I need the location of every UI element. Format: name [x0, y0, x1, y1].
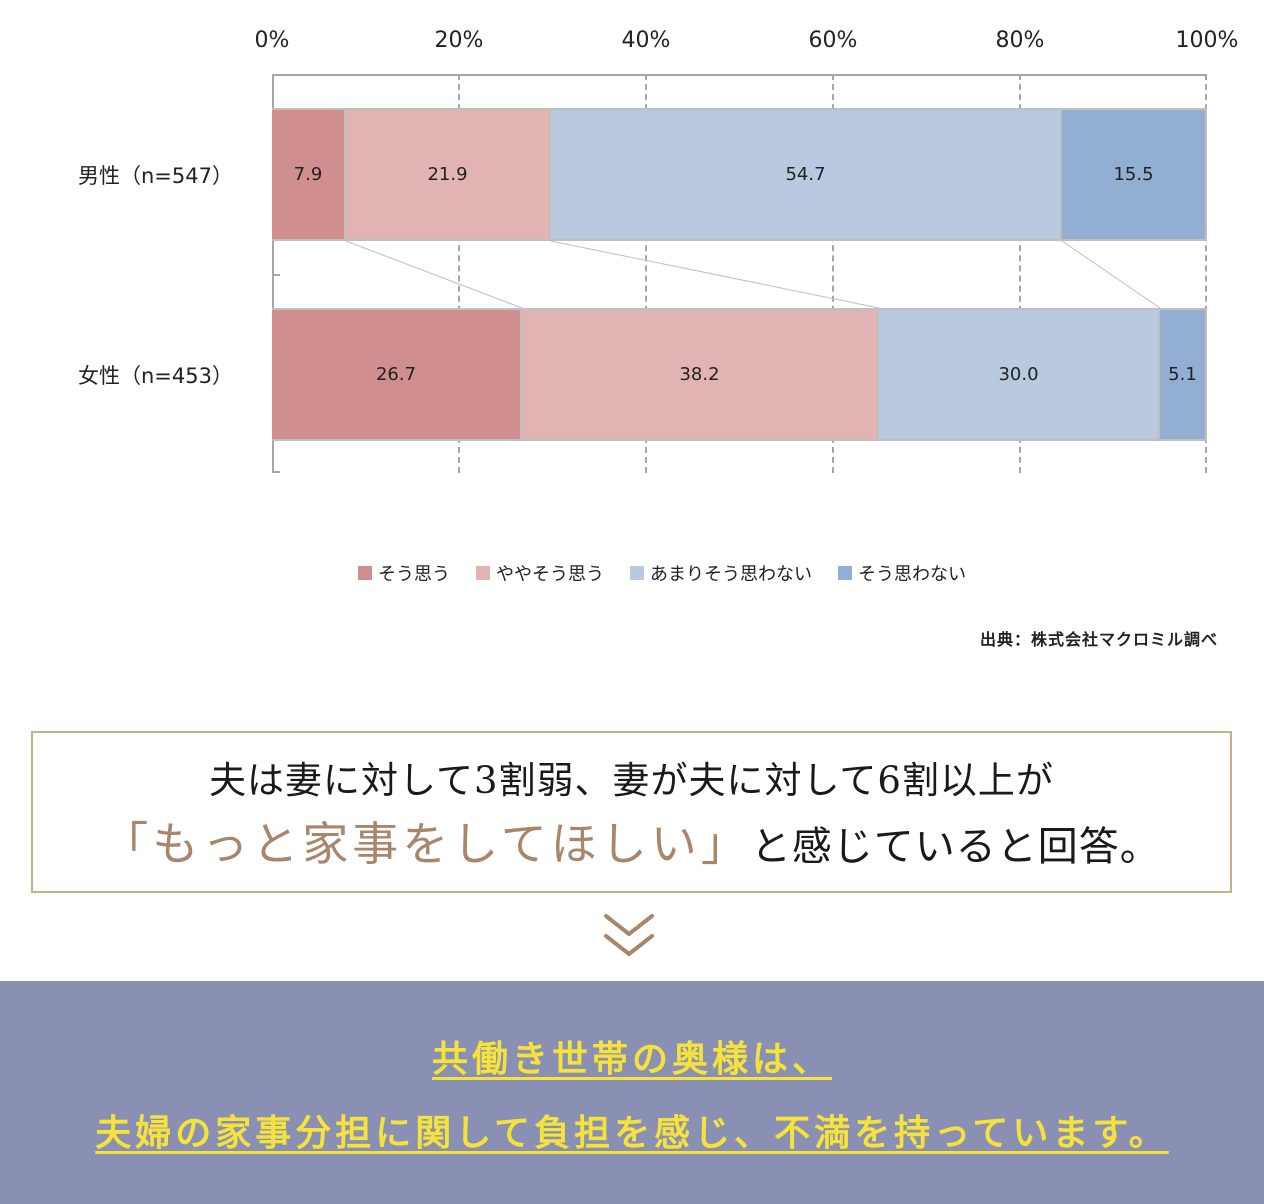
segment-somewhat-agree: 21.9 — [346, 108, 551, 241]
summary-line-1: 夫は妻に対して3割弱、妻が夫に対して6割以上が — [209, 759, 1054, 802]
y-axis-tick — [272, 274, 280, 276]
segment-strongly-agree: 7.9 — [272, 108, 346, 241]
legend-item: そう思う — [358, 560, 450, 586]
category-label-male: 男性（n=547） — [78, 164, 233, 188]
segment-somewhat-agree: 38.2 — [522, 308, 879, 441]
legend-label: そう思わない — [858, 564, 966, 585]
double-chevron-down-icon — [604, 914, 654, 956]
bar-male: 7.9 21.9 54.7 15.5 — [272, 108, 1207, 241]
gridline — [1019, 74, 1021, 473]
x-axis-line — [272, 74, 1207, 76]
conclusion-line-1: 共働き世帯の奥様は、 — [431, 1038, 832, 1080]
chart-legend: そう思う ややそう思う あまりそう思わない そう思わない — [358, 560, 966, 586]
segment-strongly-agree: 26.7 — [272, 308, 522, 441]
x-tick-label: 0% — [254, 28, 290, 53]
legend-item: あまりそう思わない — [630, 560, 812, 586]
y-axis-line — [272, 74, 274, 473]
summary-highlight: もっと家事をしてほしい — [152, 817, 701, 871]
conclusion-band: 共働き世帯の奥様は、 夫婦の家事分担に関して負担を感じ、不満を持っています。 — [0, 981, 1264, 1204]
legend-item: ややそう思う — [476, 560, 604, 586]
quote-open: 「 — [102, 817, 153, 871]
bar-female: 26.7 38.2 30.0 5.1 — [272, 308, 1207, 441]
category-label-female: 女性（n=453） — [78, 364, 233, 388]
stacked-bar-chart: 0% 20% 40% 60% 80% 100% 7.9 21.9 54.7 15… — [0, 0, 1264, 649]
legend-label: あまりそう思わない — [650, 564, 812, 585]
legend-swatch-icon — [630, 566, 644, 580]
conclusion-line-2: 夫婦の家事分担に関して負担を感じ、不満を持っています。 — [95, 1112, 1169, 1154]
legend-label: ややそう思う — [496, 564, 604, 585]
legend-swatch-icon — [358, 566, 372, 580]
quote-close: 」 — [700, 817, 751, 871]
summary-box: 夫は妻に対して3割弱、妻が夫に対して6割以上が 「もっと家事をしてほしい」と感じ… — [31, 731, 1232, 893]
x-tick-label: 100% — [1175, 28, 1239, 53]
segment-somewhat-disagree: 54.7 — [551, 108, 1062, 241]
x-tick-label: 20% — [434, 28, 484, 53]
legend-label: そう思う — [378, 564, 450, 585]
segment-strongly-disagree: 15.5 — [1062, 108, 1207, 241]
legend-item: そう思わない — [838, 560, 966, 586]
segment-somewhat-disagree: 30.0 — [879, 308, 1160, 441]
plot-area: 7.9 21.9 54.7 15.5 26.7 38.2 30.0 5.1 — [272, 74, 1207, 473]
gridline — [1205, 74, 1207, 473]
x-tick-label: 60% — [808, 28, 858, 53]
summary-line-2: 「もっと家事をしてほしい」と感じていると回答。 — [102, 808, 1161, 874]
legend-swatch-icon — [476, 566, 490, 580]
source-note: 出典：株式会社マクロミル調べ — [979, 630, 1218, 649]
legend-swatch-icon — [838, 566, 852, 580]
segment-strongly-disagree: 5.1 — [1160, 308, 1207, 441]
x-tick-label: 40% — [621, 28, 671, 53]
x-tick-label: 80% — [995, 28, 1045, 53]
y-axis-tick — [272, 471, 280, 473]
summary-rest: と感じていると回答。 — [750, 824, 1161, 870]
